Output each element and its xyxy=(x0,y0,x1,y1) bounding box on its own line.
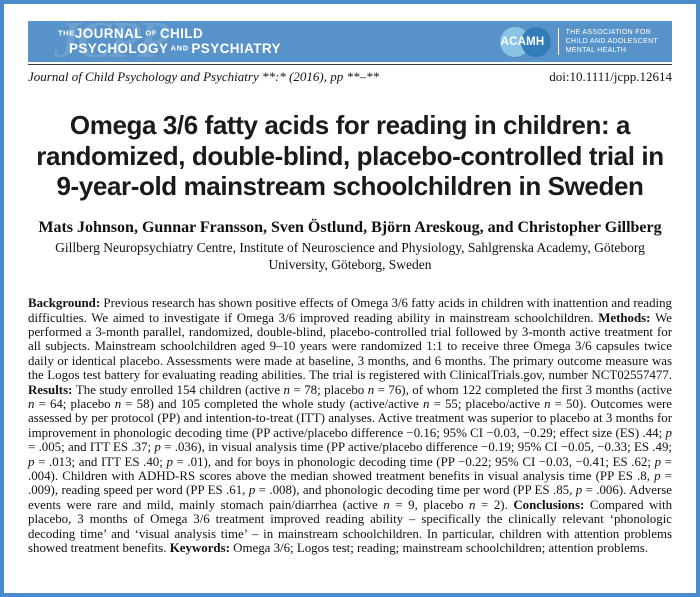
acamh-text-line2: CHILD AND ADOLESCENT xyxy=(565,37,658,45)
journal-citation: Journal of Child Psychology and Psychiat… xyxy=(28,69,379,84)
journal-logo-line2: PSYCHOLOGY AND PSYCHIATRY xyxy=(69,40,281,56)
acamh-abbr: ACAMH xyxy=(500,35,545,48)
authors-line: Mats Johnson, Gunnar Fransson, Sven Östl… xyxy=(38,219,662,237)
acamh-circles-icon: ACAMH xyxy=(499,24,552,60)
article-title-line2: randomized, double-blind, placebo-contro… xyxy=(36,140,664,171)
article-title-line1: Omega 3/6 fatty acids for reading in chi… xyxy=(69,110,631,140)
header-divider xyxy=(28,64,672,65)
acamh-logo: ACAMH THE ASSOCIATION FOR CHILD AND ADOL… xyxy=(499,24,672,60)
acamh-association-text: THE ASSOCIATION FOR CHILD AND ADOLESCENT… xyxy=(557,27,658,56)
acamh-text-line1: THE ASSOCIATION FOR xyxy=(565,28,651,36)
journal-logo: THEJOURNAL OF CHILD PSYCHOLOGY AND PSYCH… xyxy=(28,27,281,55)
affiliation-line1: Gillberg Neuropsychiatry Centre, Institu… xyxy=(55,240,645,256)
article-title-line3: 9-year-old mainstream schoolchildren in … xyxy=(56,171,644,202)
acamh-circle-right-icon xyxy=(520,26,551,57)
acamh-text-line3: MENTAL HEALTH xyxy=(565,47,627,55)
journal-logo-line1: THEJOURNAL OF CHILD xyxy=(58,26,204,42)
affiliation: Gillberg Neuropsychiatry Centre, Institu… xyxy=(28,240,672,274)
article-title: Omega 3/6 fatty acids for reading in chi… xyxy=(28,110,672,202)
abstract-text: Background: Previous research has shown … xyxy=(28,296,673,556)
journal-header-banner: JCPP THEJOURNAL OF CHILD PSYCHOLOGY AND … xyxy=(28,12,672,69)
affiliation-line2: University, Göteborg, Sweden xyxy=(268,257,432,273)
citation-row: Journal of Child Psychology and Psychiat… xyxy=(28,69,672,85)
doi-text: doi:10.1111/jcpp.12614 xyxy=(549,69,672,84)
